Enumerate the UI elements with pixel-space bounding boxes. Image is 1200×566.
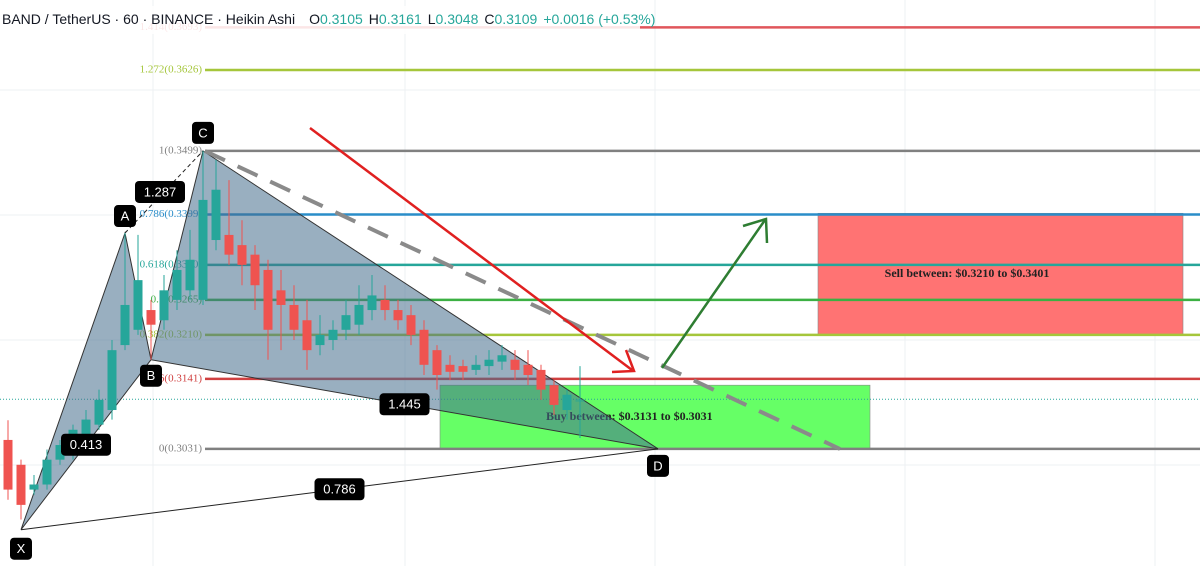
candle-body (302, 320, 312, 351)
candle-body (146, 310, 156, 325)
candle-body (562, 394, 572, 411)
candle-body (29, 484, 39, 490)
fib-label: 1(0.3499) (159, 144, 202, 156)
candle-body (55, 445, 65, 460)
ratio-label-box (135, 180, 185, 203)
header-change: +0.0016 (+0.53%) (543, 11, 655, 27)
header-value: 0.3161 (379, 11, 422, 27)
arrow (309, 127, 633, 371)
candle-body (497, 355, 507, 362)
zone-text: Sell between: $0.3210 to $0.3401 (885, 266, 1050, 280)
header-value: 0.3109 (494, 11, 537, 27)
header-value: 0.3105 (320, 11, 363, 27)
header-value: 0.3048 (436, 11, 479, 27)
drawings (204, 127, 841, 451)
candle-body (549, 385, 559, 405)
header-bg (0, 6, 640, 34)
ratio-label: 0.413 (70, 437, 103, 452)
candle-body (484, 359, 494, 367)
ratio-label: 1.287 (144, 184, 177, 199)
point-label: A (121, 208, 130, 223)
candle-body (289, 304, 299, 330)
zone (817, 212, 1184, 336)
header-label: C (484, 11, 494, 27)
candle-body (471, 364, 481, 370)
point-label-box (114, 205, 136, 228)
ratio-label-box (314, 478, 365, 501)
pattern-triangle (20, 231, 152, 531)
candle-body (263, 269, 273, 330)
candle-body (120, 304, 130, 346)
candle-body (458, 366, 468, 372)
ratio-label: 0.786 (323, 482, 356, 497)
ratio-label-box (379, 393, 430, 416)
candles (3, 150, 585, 520)
candle-body (94, 399, 104, 425)
header-label: L (428, 11, 436, 27)
header-label: O (309, 11, 320, 27)
point-label-box (192, 121, 214, 144)
candle-body (354, 304, 364, 325)
point-label-box (140, 364, 162, 387)
candle-body (276, 290, 286, 305)
candle-body (237, 245, 247, 265)
labels: X A B C D 0.413 1.287 1.445 0.786 (10, 121, 669, 560)
candle-body (42, 459, 52, 485)
candle-body (510, 359, 520, 370)
candle-body (185, 259, 195, 291)
arrow (660, 219, 767, 369)
candle-body (523, 364, 533, 375)
ratio-label: 1.445 (388, 397, 421, 412)
candle-body (445, 364, 455, 372)
candle-body (133, 280, 143, 330)
arrow-head (742, 217, 769, 244)
point-label-box (647, 454, 669, 477)
candle-body (406, 315, 416, 335)
candle-body (16, 464, 26, 505)
arrow-head (611, 349, 636, 374)
header-label: H (369, 11, 379, 27)
candle-body (575, 399, 585, 402)
header-text: BAND / TetherUS · 60 · BINANCE · Heikin … (2, 11, 655, 27)
candle-body (341, 315, 351, 330)
fib-label: 1.272(0.3626) (140, 64, 203, 76)
chart-title: BAND / TetherUS · 60 · BINANCE · Heikin … (2, 11, 295, 27)
point-label: B (147, 368, 156, 383)
candle-body (380, 299, 390, 311)
candle-body (536, 369, 546, 390)
candle-body (393, 310, 403, 321)
point-label-box (10, 537, 32, 560)
candle-body (107, 350, 117, 411)
point-label: C (198, 125, 207, 140)
candle-body (198, 199, 208, 300)
candle-body (419, 329, 429, 365)
fib-label: 0(0.3031) (159, 442, 202, 454)
candle-body (315, 334, 325, 346)
candle-body (172, 269, 182, 300)
point-label: X (17, 541, 26, 556)
candle-body (432, 350, 442, 375)
candle-body (3, 439, 13, 490)
candle-body (328, 329, 338, 340)
candle-body (367, 295, 377, 311)
candle-body (211, 189, 221, 241)
ratio-label-box (61, 433, 111, 456)
candle-body (81, 419, 91, 440)
candle-body (250, 254, 260, 286)
header: BAND / TetherUS · 60 · BINANCE · Heikin … (0, 6, 655, 34)
point-label: D (653, 458, 662, 473)
candle-body (159, 290, 169, 321)
candle-body (224, 234, 234, 255)
trend-line (204, 149, 841, 451)
